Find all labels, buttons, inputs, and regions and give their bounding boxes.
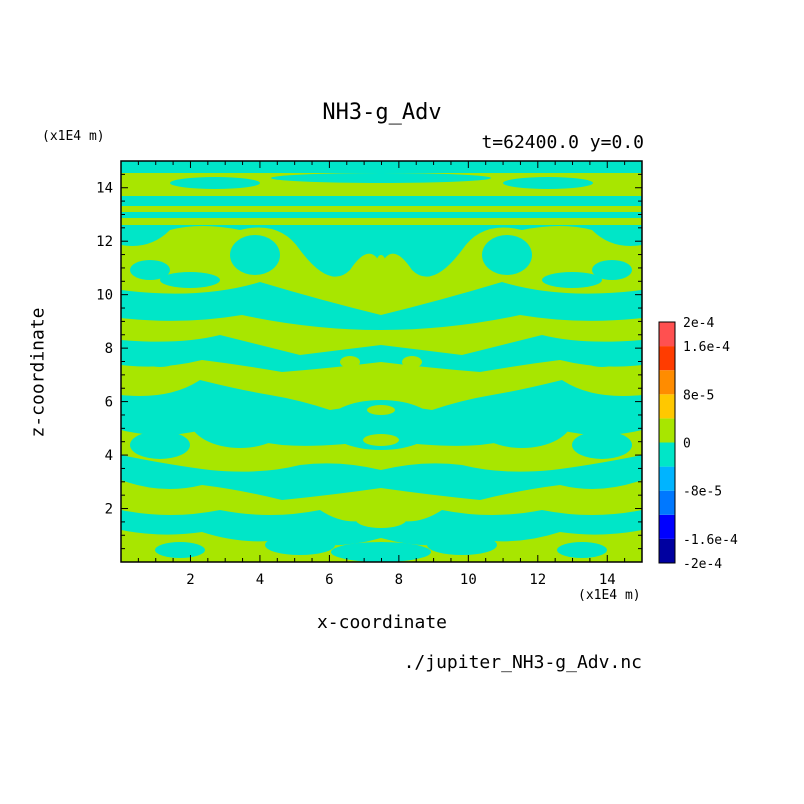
x-tick-label: 10: [460, 572, 477, 588]
colorbar-band: [659, 370, 675, 395]
colorbar-band: [659, 418, 675, 443]
x-axis-unit: (x1E4 m): [578, 588, 641, 603]
axis-tick-labels: 2 4 6 8 10 12 14 2 4 6 8 10 12 14: [96, 181, 616, 588]
colorbar-tick-label: 1.6e-4: [683, 340, 730, 355]
colorbar-tick-label: -1.6e-4: [683, 533, 738, 548]
chart-subtitle: t=62400.0 y=0.0: [481, 132, 644, 153]
colorbar-band: [659, 394, 675, 419]
x-tick-label: 12: [529, 572, 546, 588]
colorbar-tick-label: -2e-4: [683, 557, 722, 572]
chart-title: NH3-g_Adv: [322, 100, 442, 125]
x-tick-label: 4: [256, 572, 264, 588]
colorbar-tick-label: 0: [683, 437, 691, 452]
colorbar-band: [659, 538, 675, 563]
colorbar-band: [659, 514, 675, 539]
x-axis-label: x-coordinate: [316, 612, 448, 633]
source-file-label: ./jupiter_NH3-g_Adv.nc: [403, 652, 642, 673]
x-tick-label: 6: [325, 572, 333, 588]
colorbar-tick-label: -8e-5: [683, 485, 722, 500]
colorbar-band: [659, 322, 675, 347]
colorbar-tick-label: 2e-4: [683, 316, 714, 331]
z-axis-unit: (x1E4 m): [42, 129, 105, 144]
z-axis-label: z-coordinate: [27, 307, 49, 438]
x-tick-label: 8: [395, 572, 403, 588]
colorbar-frame: [658, 321, 676, 564]
x-tick-label: 14: [599, 572, 616, 588]
z-tick-label: 8: [105, 341, 113, 357]
colorbar-band: [659, 466, 675, 491]
colorbar-band: [659, 346, 675, 371]
colorbar: -2e-4 -1.6e-4 -8e-5 0 8e-5 1.6e-4 2e-4: [658, 316, 738, 572]
z-tick-label: 10: [96, 288, 113, 304]
z-tick-label: 2: [105, 502, 113, 518]
colorbar-band: [659, 490, 675, 515]
z-tick-label: 14: [96, 181, 113, 197]
contour-field: [121, 161, 642, 562]
colorbar-band: [659, 442, 675, 467]
x-tick-label: 2: [186, 572, 194, 588]
z-tick-label: 6: [105, 395, 113, 411]
positive-islands: [340, 255, 422, 528]
z-tick-label: 12: [96, 234, 113, 250]
z-tick-label: 4: [105, 448, 113, 464]
axis-ticks: [120, 160, 643, 563]
colorbar-tick-label: 8e-5: [683, 388, 714, 403]
